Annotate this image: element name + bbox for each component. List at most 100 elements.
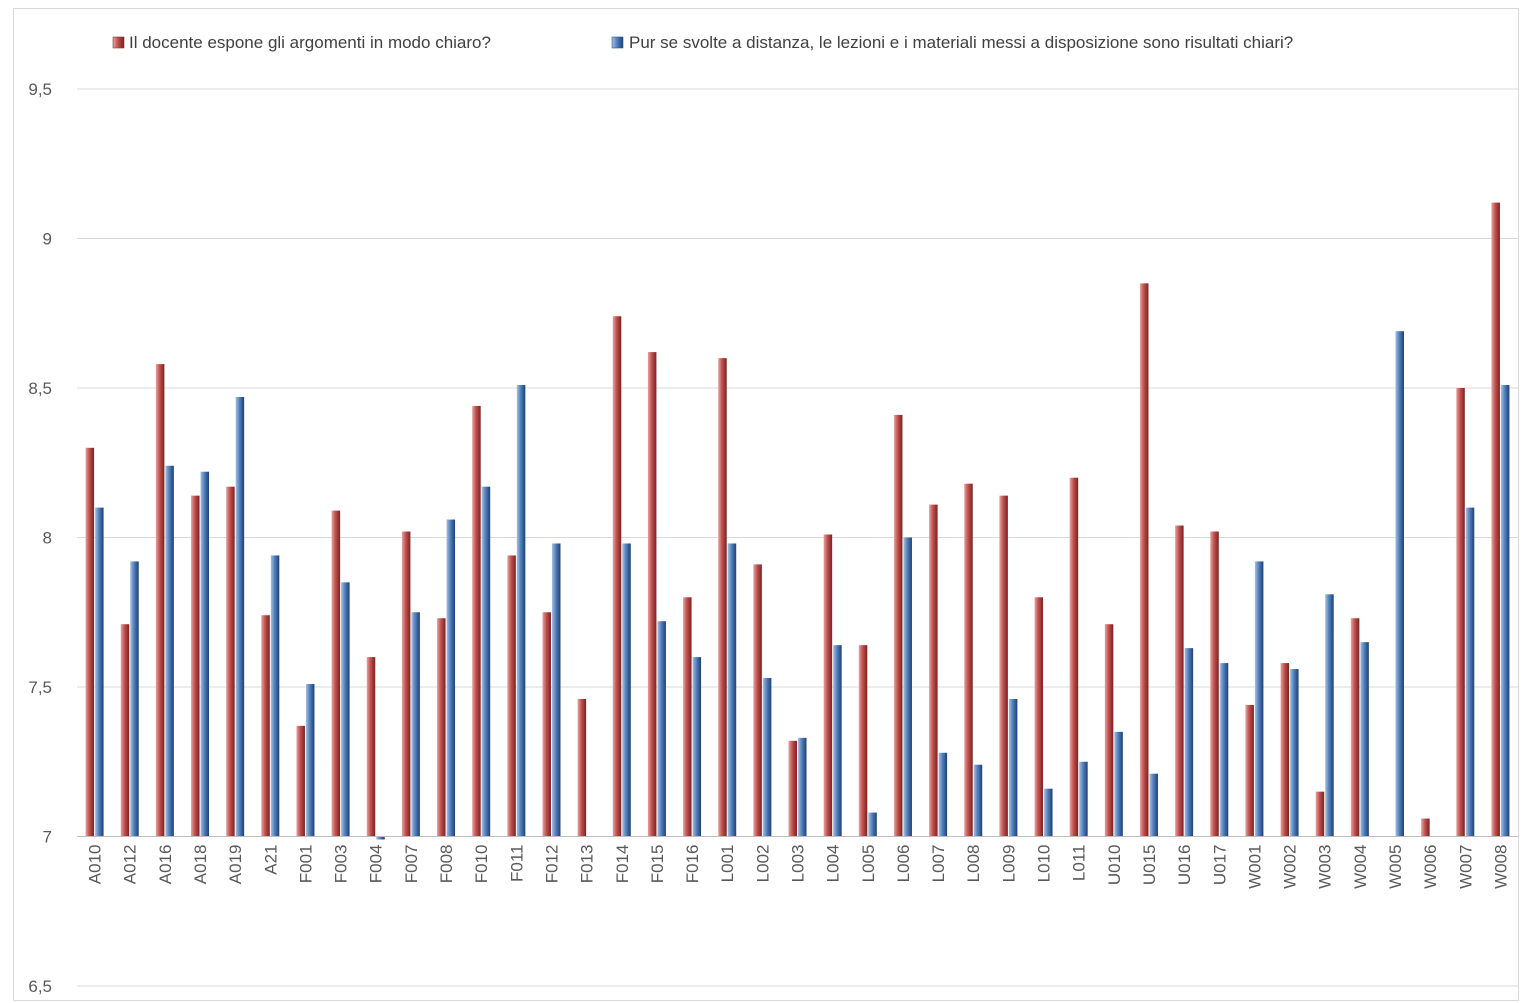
bar-series-2-f015 xyxy=(657,621,666,837)
bar-series-2-l008 xyxy=(973,764,983,837)
bar-series-1-w002 xyxy=(1280,663,1290,837)
x-tick-label: W002 xyxy=(1281,845,1300,889)
x-tick-label: A016 xyxy=(156,845,175,885)
bar-series-2-l009 xyxy=(1008,698,1018,837)
bar-series-1-l008 xyxy=(964,483,973,837)
bar-series-2-f004 xyxy=(376,836,385,840)
bar-series-1-l007 xyxy=(929,504,938,837)
bars xyxy=(85,202,1510,840)
bar-series-1-f012 xyxy=(542,612,551,837)
x-tick-label: L009 xyxy=(999,845,1018,883)
bar-series-2-f014 xyxy=(622,543,631,837)
bar-series-1-l004 xyxy=(823,534,833,837)
bar-series-1-l003 xyxy=(788,740,797,837)
y-tick-label: 8,5 xyxy=(28,379,52,398)
bar-series-2-f012 xyxy=(551,543,561,837)
y-tick-label: 8 xyxy=(43,529,52,548)
legend-swatch-series-1 xyxy=(112,36,125,49)
x-tick-label: L003 xyxy=(789,845,808,883)
x-tick-label: L007 xyxy=(929,845,948,883)
bar-series-2-w005 xyxy=(1395,331,1404,837)
bar-series-1-w008 xyxy=(1491,202,1500,837)
x-tick-label: F004 xyxy=(367,845,386,884)
legend-label-series-2: Pur se svolte a distanza, le lezioni e i… xyxy=(629,33,1293,52)
bar-series-1-f016 xyxy=(683,597,692,837)
bar-series-1-a012 xyxy=(120,624,130,837)
bar-series-1-l006 xyxy=(893,414,903,837)
bar-series-2-u010 xyxy=(1114,731,1123,837)
bar-series-2-f001 xyxy=(305,684,315,837)
bar-series-2-a010 xyxy=(95,507,104,837)
x-tick-label: L005 xyxy=(859,845,878,883)
legend-swatch-series-2 xyxy=(611,36,624,49)
bar-series-1-l011 xyxy=(1069,477,1079,837)
x-tick-label: U010 xyxy=(1105,845,1124,886)
bar-series-2-l003 xyxy=(798,737,807,837)
bar-series-2-f008 xyxy=(446,519,456,837)
bar-series-1-a010 xyxy=(85,447,95,837)
x-tick-label: U016 xyxy=(1175,845,1194,886)
bar-series-1-w006 xyxy=(1421,818,1430,837)
bar-series-1-u016 xyxy=(1175,525,1184,837)
bar-series-2-f016 xyxy=(692,657,702,837)
x-tick-label: L010 xyxy=(1035,845,1054,883)
bar-series-1-f007 xyxy=(401,531,411,837)
bar-series-1-u010 xyxy=(1104,624,1114,837)
x-tick-label: F001 xyxy=(296,845,315,884)
bar-series-2-w004 xyxy=(1360,642,1369,837)
bar-series-2-u017 xyxy=(1219,663,1229,837)
x-tick-label: F012 xyxy=(542,845,561,884)
x-tick-label: L001 xyxy=(718,845,737,883)
bar-series-2-l004 xyxy=(833,645,842,837)
bar-series-2-f007 xyxy=(411,612,420,837)
bar-series-2-l005 xyxy=(868,812,877,837)
x-tick-label: W005 xyxy=(1386,845,1405,889)
chart-frame xyxy=(13,8,1519,1001)
bar-series-2-l002 xyxy=(762,678,772,837)
x-tick-label: L008 xyxy=(964,845,983,883)
x-tick-label: A21 xyxy=(261,845,280,875)
x-tick-label: W007 xyxy=(1456,845,1475,889)
y-axis: 6,5 7 7,5 8 8,5 9 9,5 xyxy=(28,80,52,996)
y-tick-label: 9 xyxy=(43,230,52,249)
bar-series-1-u017 xyxy=(1210,531,1219,837)
bar-series-2-w008 xyxy=(1500,385,1510,837)
bar-series-1-w004 xyxy=(1350,618,1360,837)
x-tick-label: F011 xyxy=(507,845,526,883)
bar-series-2-l006 xyxy=(903,537,912,837)
bar-series-1-f001 xyxy=(296,725,305,837)
bar-series-2-w003 xyxy=(1325,594,1334,837)
x-tick-label: F008 xyxy=(437,845,456,884)
bar-series-2-a018 xyxy=(200,471,210,837)
bar-series-1-l002 xyxy=(753,564,762,837)
bar-series-2-f010 xyxy=(481,486,491,837)
x-tick-label: W008 xyxy=(1491,845,1510,889)
x-axis: A010 A012 A016 A018 A019 A21 F001 F003 F004 F007 F… xyxy=(77,836,1518,889)
x-tick-label: W004 xyxy=(1351,845,1370,889)
bar-series-2-l011 xyxy=(1079,761,1088,837)
x-tick-label: F015 xyxy=(648,845,667,884)
bar-series-1-w001 xyxy=(1245,704,1254,837)
bar-series-2-f011 xyxy=(516,385,526,837)
x-tick-label: F013 xyxy=(578,845,597,884)
bar-series-1-f015 xyxy=(647,352,657,837)
x-tick-label: F016 xyxy=(683,845,702,884)
x-tick-label: U017 xyxy=(1210,845,1229,886)
x-tick-label: F014 xyxy=(613,845,632,884)
x-tick-label: F010 xyxy=(472,845,491,884)
bar-series-1-a016 xyxy=(155,364,165,837)
bar-series-1-f003 xyxy=(331,510,341,837)
bar-series-1-f004 xyxy=(366,657,376,837)
bar-series-1-f013 xyxy=(577,698,587,837)
bar-series-1-u015 xyxy=(1139,283,1149,837)
bar-series-1-l010 xyxy=(1034,597,1044,837)
bar-series-1-l001 xyxy=(718,358,727,837)
bar-series-1-f011 xyxy=(507,555,516,837)
bar-series-1-f008 xyxy=(437,618,446,837)
bar-series-1-w007 xyxy=(1456,388,1465,837)
x-tick-label: W001 xyxy=(1245,845,1264,889)
y-tick-label: 9,5 xyxy=(28,80,52,99)
bar-series-2-l010 xyxy=(1044,788,1053,837)
bar-series-1-a21 xyxy=(261,615,270,837)
